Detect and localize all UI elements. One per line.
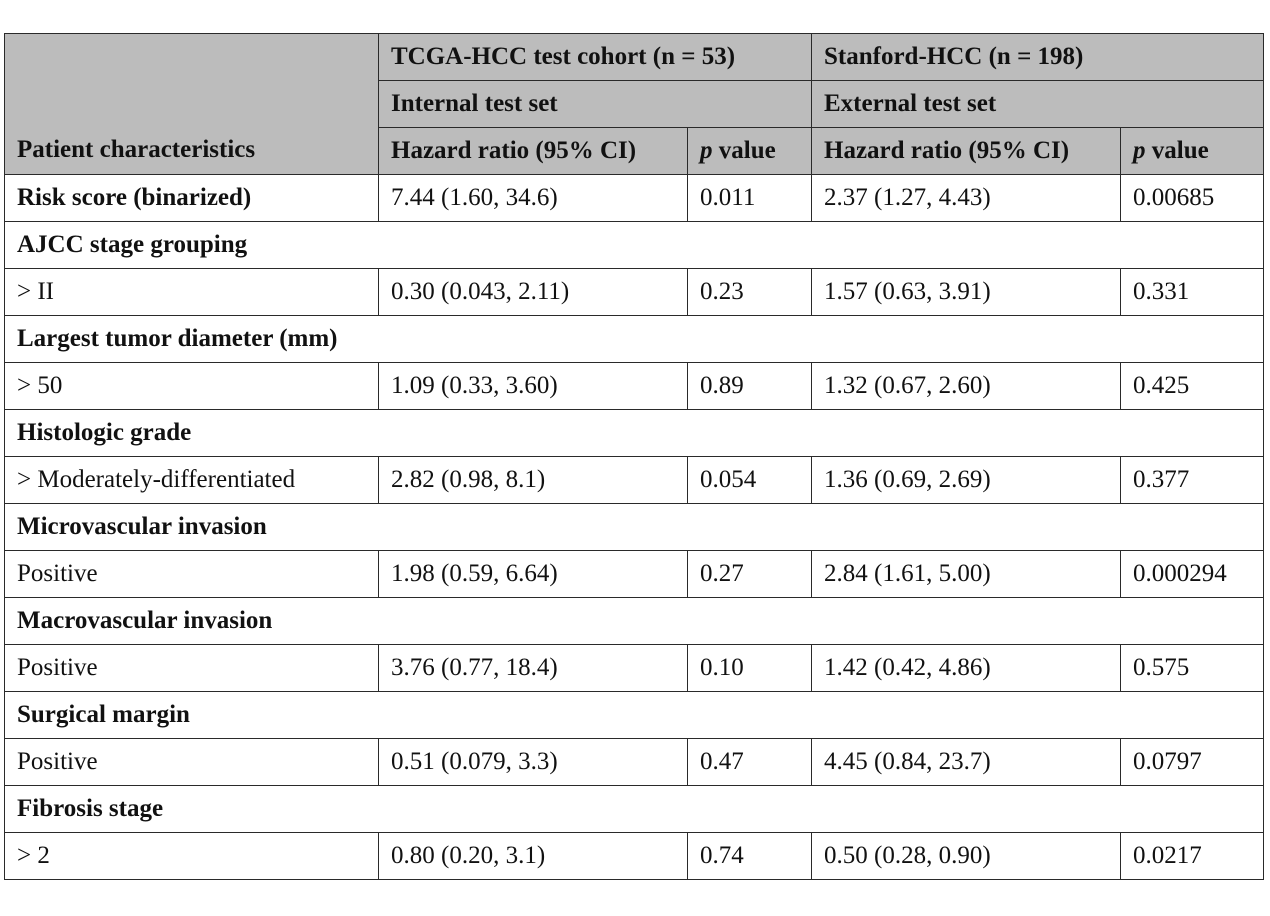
header-cohort-stanford: Stanford-HCC (n = 198) (810, 33, 1265, 81)
section-heading: Largest tumor diameter (mm) (3, 315, 1265, 363)
section-row: AJCC stage grouping (3, 221, 1265, 269)
hazard-ratio-external: 1.36 (0.69, 2.69) (811, 456, 1121, 504)
section-row: Microvascular invasion (3, 503, 1265, 551)
p-value-suffix: value (1145, 137, 1209, 164)
p-value-internal: 0.27 (687, 550, 812, 598)
hazard-ratio-table: Patient characteristics TCGA-HCC test co… (3, 33, 1265, 880)
header-patient-characteristics: Patient characteristics (4, 33, 379, 175)
p-value-internal: 0.10 (687, 644, 812, 692)
section-heading: Surgical margin (3, 691, 1265, 739)
section-row: Histologic grade (3, 409, 1265, 457)
hazard-ratio-internal: 3.76 (0.77, 18.4) (378, 644, 688, 692)
header-hazard-ratio-internal: Hazard ratio (95% CI) (378, 127, 688, 175)
hazard-ratio-internal: 0.30 (0.043, 2.11) (378, 268, 688, 316)
p-value-internal: 0.011 (687, 174, 812, 222)
row-label: Positive (4, 644, 379, 692)
p-value-internal: 0.47 (687, 738, 812, 786)
hazard-ratio-table-container: Patient characteristics TCGA-HCC test co… (3, 33, 1265, 880)
header-row-cohorts: Patient characteristics TCGA-HCC test co… (4, 33, 1265, 175)
p-value-external: 0.0797 (1119, 738, 1265, 786)
row-label: Risk score (binarized) (4, 174, 379, 222)
row-label: Positive (4, 738, 379, 786)
section-heading: Fibrosis stage (3, 785, 1265, 833)
p-value-internal: 0.23 (687, 268, 812, 316)
row-label: > 50 (4, 362, 379, 410)
section-heading: Histologic grade (3, 409, 1265, 457)
header-row-metrics: Hazard ratio (95% CI) p value Hazard rat… (5, 127, 1265, 175)
section-row: Surgical margin (3, 691, 1265, 739)
hazard-ratio-external: 1.57 (0.63, 3.91) (811, 268, 1121, 316)
p-value-external: 0.000294 (1119, 550, 1265, 598)
p-value-internal: 0.054 (687, 456, 812, 504)
table-row: Risk score (binarized) 7.44 (1.60, 34.6)… (4, 174, 1265, 222)
table-row: Positive 1.98 (0.59, 6.64) 0.27 2.84 (1.… (4, 550, 1265, 598)
p-value-suffix: value (712, 137, 776, 164)
section-heading: Macrovascular invasion (3, 597, 1265, 645)
hazard-ratio-external: 2.37 (1.27, 4.43) (811, 174, 1121, 222)
table-row: > 50 1.09 (0.33, 3.60) 0.89 1.32 (0.67, … (4, 362, 1265, 410)
section-row: Fibrosis stage (3, 785, 1265, 833)
header-p-value-external: p value (1119, 127, 1265, 175)
table-row: > II 0.30 (0.043, 2.11) 0.23 1.57 (0.63,… (4, 268, 1265, 316)
row-label: Positive (4, 550, 379, 598)
p-value-external: 0.0217 (1119, 832, 1265, 880)
p-value-external: 0.377 (1119, 456, 1265, 504)
p-value-external: 0.425 (1119, 362, 1265, 410)
hazard-ratio-internal: 2.82 (0.98, 8.1) (378, 456, 688, 504)
p-value-external: 0.00685 (1119, 174, 1265, 222)
hazard-ratio-external: 1.42 (0.42, 4.86) (811, 644, 1121, 692)
header-cohort-tcga: TCGA-HCC test cohort (n = 53) (378, 33, 812, 81)
header-p-value-internal: p value (687, 127, 812, 175)
header-hazard-ratio-external: Hazard ratio (95% CI) (811, 127, 1121, 175)
section-row: Macrovascular invasion (3, 597, 1265, 645)
p-value-external: 0.575 (1119, 644, 1265, 692)
table-body: Risk score (binarized) 7.44 (1.60, 34.6)… (3, 174, 1265, 880)
p-value-internal: 0.89 (687, 362, 812, 410)
hazard-ratio-internal: 0.51 (0.079, 3.3) (378, 738, 688, 786)
section-heading: AJCC stage grouping (3, 221, 1265, 269)
section-row: Largest tumor diameter (mm) (3, 315, 1265, 363)
hazard-ratio-external: 1.32 (0.67, 2.60) (811, 362, 1121, 410)
row-label: > 2 (4, 832, 379, 880)
hazard-ratio-internal: 1.09 (0.33, 3.60) (378, 362, 688, 410)
header-external-test-set: External test set (810, 80, 1265, 128)
section-heading: Microvascular invasion (3, 503, 1265, 551)
table-row: > 2 0.80 (0.20, 3.1) 0.74 0.50 (0.28, 0.… (4, 832, 1265, 880)
hazard-ratio-external: 0.50 (0.28, 0.90) (811, 832, 1121, 880)
header-internal-test-set: Internal test set (378, 80, 812, 128)
table-row: Positive 0.51 (0.079, 3.3) 0.47 4.45 (0.… (4, 738, 1265, 786)
p-italic-label: p (1133, 137, 1146, 164)
table-header: Patient characteristics TCGA-HCC test co… (4, 33, 1265, 175)
hazard-ratio-external: 4.45 (0.84, 23.7) (811, 738, 1121, 786)
p-value-external: 0.331 (1119, 268, 1265, 316)
hazard-ratio-internal: 7.44 (1.60, 34.6) (378, 174, 688, 222)
p-italic-label: p (700, 137, 713, 164)
hazard-ratio-internal: 0.80 (0.20, 3.1) (378, 832, 688, 880)
header-row-sets: Internal test set External test set (5, 80, 1265, 128)
row-label: > II (4, 268, 379, 316)
table-row: Positive 3.76 (0.77, 18.4) 0.10 1.42 (0.… (4, 644, 1265, 692)
hazard-ratio-internal: 1.98 (0.59, 6.64) (378, 550, 688, 598)
hazard-ratio-external: 2.84 (1.61, 5.00) (811, 550, 1121, 598)
p-value-internal: 0.74 (687, 832, 812, 880)
table-row: > Moderately-differentiated 2.82 (0.98, … (4, 456, 1265, 504)
row-label: > Moderately-differentiated (4, 456, 379, 504)
